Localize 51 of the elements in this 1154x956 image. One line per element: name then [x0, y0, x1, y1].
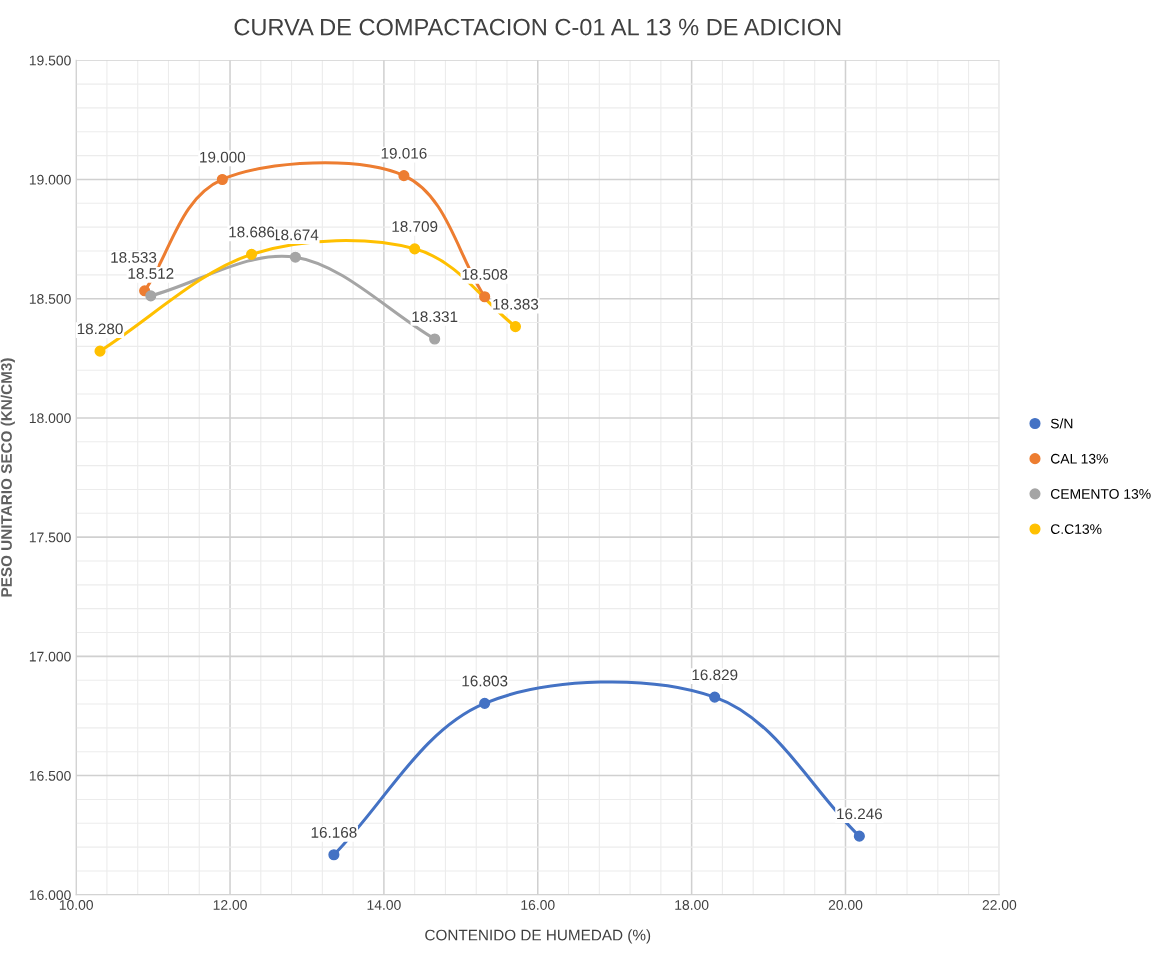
data-label: 18.512: [128, 268, 174, 279]
data-label: 19.016: [381, 147, 427, 159]
point: [216, 173, 228, 186]
data-label: 16.803: [462, 675, 508, 687]
point: [509, 321, 522, 333]
data-label: 18.709: [392, 221, 438, 232]
data-label: 18.280: [77, 323, 123, 335]
data-label: 18.674: [273, 229, 319, 241]
legend-label: CAL 13%: [1050, 453, 1108, 464]
y-tick-label: 17.500: [29, 532, 71, 543]
x-tick-label: 16.00: [521, 900, 555, 910]
point: [409, 243, 421, 255]
x-axis-title: CONTENIDO DE HUMEDAD (%): [425, 929, 651, 944]
data-label: 18.331: [412, 311, 458, 323]
y-tick-label: 18.000: [29, 413, 71, 424]
y-tick-label: 16.500: [29, 770, 71, 781]
point: [398, 170, 410, 182]
x-tick-label: 18.00: [675, 900, 709, 910]
data-label: 18.533: [111, 251, 157, 263]
x-tick-label: 20.00: [828, 900, 863, 910]
data-label: 16.246: [837, 808, 883, 820]
chart-title: CURVA DE COMPACTACION C-01 AL 13 % DE ADICION: [234, 18, 841, 36]
point: [709, 691, 721, 703]
point: [289, 251, 301, 263]
legend-label: CEMENTO 13%: [1050, 489, 1151, 499]
point: [479, 291, 491, 303]
point: [94, 345, 106, 357]
data-label: 18.508: [462, 269, 508, 280]
data-label: 16.829: [692, 669, 738, 681]
data-label: 18.686: [229, 226, 275, 238]
point: [479, 697, 491, 709]
data-label: 19.000: [200, 151, 246, 163]
x-tick-label: 22.00: [982, 900, 1017, 910]
y-tick-label: 19.500: [29, 55, 71, 66]
point: [145, 290, 157, 302]
point: [429, 333, 441, 345]
data-label: 16.168: [311, 827, 357, 838]
x-tick-label: 14.00: [367, 900, 401, 910]
point: [328, 849, 340, 861]
x-tick-label: 12.00: [213, 900, 247, 910]
legend-label: S/N: [1050, 418, 1073, 429]
data-label: 18.383: [493, 298, 539, 310]
y-tick-label: 18.500: [29, 294, 71, 304]
y-tick-label: 16.000: [29, 890, 71, 900]
y-tick-label: 19.000: [29, 174, 71, 185]
x-tick-label: 10.00: [59, 900, 93, 910]
point: [246, 248, 258, 260]
y-tick-label: 17.000: [29, 651, 71, 662]
y-axis-title: PESO UNITARIO SECO (KN/CM3): [0, 358, 15, 597]
legend-label: C.C13%: [1050, 524, 1102, 534]
point: [853, 830, 865, 842]
